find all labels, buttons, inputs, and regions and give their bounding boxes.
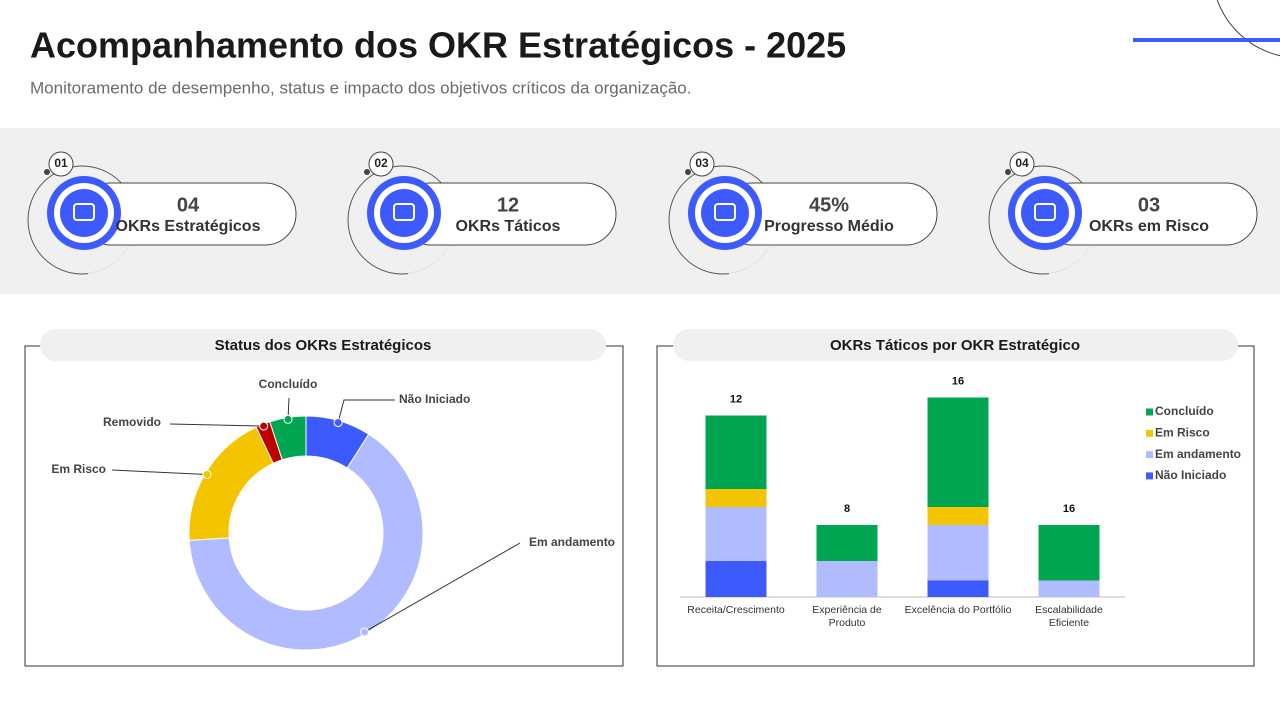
badge [48,151,74,177]
decoration-arc [1216,0,1280,57]
badge [368,151,394,177]
badge [1009,151,1035,177]
badge [689,151,715,177]
kpi-label: OKRs Táticos [456,218,561,235]
leader-line [111,469,208,475]
legend-label: Em andamento [1155,447,1241,461]
bar-segment [927,525,989,581]
bar-segment [927,507,989,525]
legend-swatch [1146,451,1153,459]
kpi-value: 12 [497,194,519,216]
data-label: Em andamento [529,535,615,549]
total-label: 16 [952,375,964,387]
data-label: Em Risco [51,462,106,476]
page-title: Acompanhamento dos OKR Estratégicos - 20… [30,25,846,66]
bar-segment [705,489,767,507]
icon-disc [60,189,108,237]
kpi-label: Progresso Médio [764,218,894,235]
donut-segment [188,433,424,651]
badge-dot [364,169,370,175]
x-tick-label: Experiência de Produto [812,604,882,629]
badge-number: 04 [1015,156,1029,170]
legend-label: Em Risco [1155,425,1210,439]
bar-segment [927,397,989,507]
bar-segment [705,507,767,561]
total-label: 8 [844,503,850,515]
kpi-value: 04 [177,194,200,216]
leader-line [337,399,395,423]
x-tick-label: Excelência do Portfólio [904,604,1012,616]
bar-segment [705,561,767,597]
legend-swatch [1146,429,1153,437]
leader-dot [360,627,370,637]
panel-header [40,329,606,361]
icon [393,203,415,221]
icon-disc [1021,189,1069,237]
chart-title: Status dos OKRs Estratégicos [215,337,432,354]
bar-segment [816,525,878,561]
icon [73,203,95,221]
bar-segment [816,561,878,597]
bar-segment [1038,580,1100,597]
total-label: 16 [1063,503,1075,515]
badge-dot [44,169,50,175]
leader-dot [283,414,293,424]
leader-line [169,423,264,427]
data-label: Não Iniciado [399,392,470,406]
kpi-value: 03 [1138,194,1160,216]
kpi-label: OKRs em Risco [1089,218,1209,235]
badge-dot [1005,169,1011,175]
icon [1034,203,1056,221]
charts: Não Iniciado Em andamento Em Risco Removido… [51,375,1241,651]
page-subtitle: Monitoramento de desempenho, status e im… [30,78,691,97]
leader-dot [202,469,212,479]
x-tick-label: Escalabilidade Eficiente [1035,604,1103,629]
badge-number: 01 [54,156,68,170]
legend-swatch [1146,408,1153,416]
x-tick-label: Receita/Crescimento [687,604,785,616]
badge-number: 02 [374,156,388,170]
leader-dot [333,418,343,428]
icon-disc [380,189,428,237]
legend-label: Concluído [1155,404,1214,418]
kpi-value: 45% [809,194,849,216]
total-label: 12 [730,393,742,405]
bar-segment [927,580,989,597]
legend-swatch [1146,472,1153,480]
leader-dot [259,421,269,431]
leader-line [364,542,521,633]
kpi-label: OKRs Estratégicos [116,218,261,235]
data-label: Removido [103,415,161,429]
badge-number: 03 [695,156,709,170]
icon-disc [701,189,749,237]
bar-segment [705,415,767,489]
kpi-row: 01 04 OKRs Estratégicos 02 12 OKRs Táticos 03 4… [25,151,1258,277]
donut-segment [269,415,307,461]
panel-header [673,329,1238,361]
legend-label: Não Iniciado [1155,468,1226,482]
badge-dot [685,169,691,175]
icon [714,203,736,221]
data-label: Concluído [259,377,318,391]
decoration-line [1133,38,1280,42]
chart-title: OKRs Táticos por OKR Estratégico [830,337,1080,354]
bar-segment [1038,525,1100,581]
